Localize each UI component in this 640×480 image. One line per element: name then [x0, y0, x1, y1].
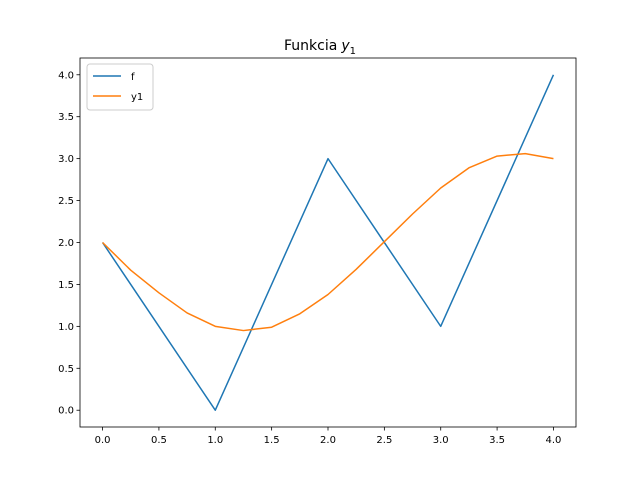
y-tick-label: 1.0	[58, 322, 74, 333]
y-tick-label: 0.5	[58, 364, 74, 375]
x-tick-label: 0.5	[151, 435, 167, 446]
y-tick-label: 1.5	[58, 280, 74, 291]
x-tick-label: 2.5	[376, 435, 392, 446]
y-axis: 0.0 0.5 1.0 1.5 2.0 2.5 3.0 3.5 4.0	[58, 70, 80, 417]
series-line-f	[101, 74, 555, 411]
legend: f y1	[86, 63, 154, 111]
chart-title: Funkcia y1	[284, 38, 356, 57]
legend-box	[86, 63, 154, 111]
x-tick-label: 0.0	[95, 435, 111, 446]
x-tick-label: 4.0	[546, 435, 562, 446]
legend-label-f: f	[131, 72, 135, 83]
series-layer	[101, 74, 555, 411]
plot-frame	[79, 57, 577, 428]
x-tick-label: 3.0	[433, 435, 449, 446]
x-axis: 0.0 0.5 1.0 1.5 2.0 2.5 3.0 3.5 4.0	[95, 427, 562, 446]
chart-title-subscript: 1	[350, 46, 356, 57]
y-tick-label: 4.0	[58, 70, 74, 81]
x-tick-label: 2.0	[320, 435, 336, 446]
x-tick-label: 1.0	[207, 435, 223, 446]
chart-title-symbol: y	[340, 38, 350, 54]
chart-title-text: Funkcia	[284, 38, 337, 54]
y-tick-label: 2.0	[58, 238, 74, 249]
x-tick-label: 1.5	[264, 435, 280, 446]
series-line-y1	[102, 152, 554, 332]
y-tick-label: 3.5	[58, 112, 74, 123]
legend-label-y1: y1	[131, 92, 143, 103]
y-tick-label: 0.0	[58, 406, 74, 417]
y-tick-label: 2.5	[58, 196, 74, 207]
x-tick-label: 3.5	[489, 435, 505, 446]
y-tick-label: 3.0	[58, 154, 74, 165]
